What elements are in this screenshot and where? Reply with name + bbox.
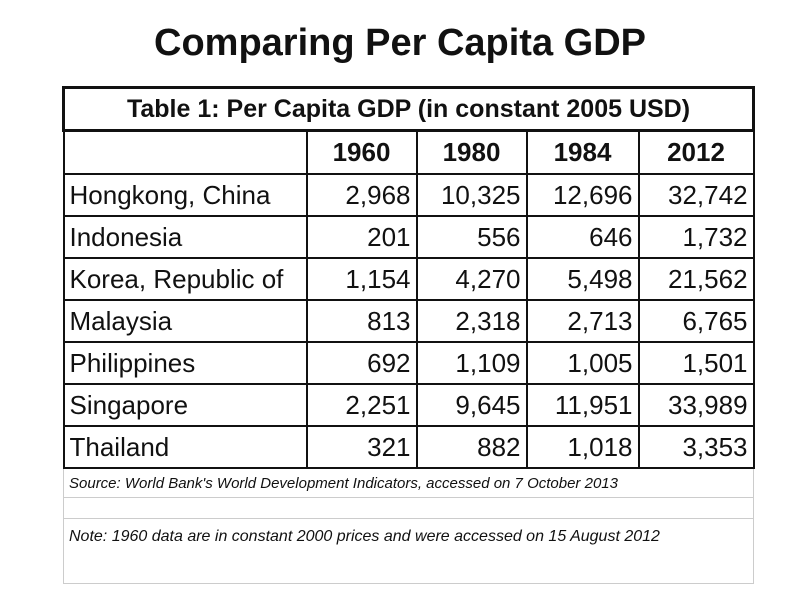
country-cell: Philippines <box>62 341 308 385</box>
table-caption: Table 1: Per Capita GDP (in constant 200… <box>61 86 756 132</box>
value-cell: 4,270 <box>415 257 528 301</box>
value-cell: 1,732 <box>637 215 755 259</box>
header-cell <box>62 129 308 175</box>
value-cell: 813 <box>305 299 418 343</box>
value-cell: 12,696 <box>525 173 640 217</box>
data-row: Hongkong, China 2,968 10,325 12,696 32,742 <box>62 173 755 217</box>
value-cell: 21,562 <box>637 257 755 301</box>
value-cell: 1,154 <box>305 257 418 301</box>
note-row: Note: 1960 data are in constant 2000 pri… <box>62 518 755 584</box>
header-cell: 2012 <box>637 129 755 175</box>
value-cell: 3,353 <box>637 425 755 469</box>
value-cell: 1,501 <box>637 341 755 385</box>
value-cell: 33,989 <box>637 383 755 427</box>
country-cell: Hongkong, China <box>62 173 308 217</box>
note-text: Note: 1960 data are in constant 2000 pri… <box>62 518 755 584</box>
value-cell: 1,109 <box>415 341 528 385</box>
value-cell: 6,765 <box>637 299 755 343</box>
value-cell: 201 <box>305 215 418 259</box>
value-cell: 10,325 <box>415 173 528 217</box>
country-cell: Indonesia <box>62 215 308 259</box>
data-row: Korea, Republic of 1,154 4,270 5,498 21,562 <box>62 257 755 301</box>
caption-row: Table 1: Per Capita GDP (in constant 200… <box>61 86 756 132</box>
value-cell: 32,742 <box>637 173 755 217</box>
country-cell: Korea, Republic of <box>62 257 308 301</box>
country-cell: Malaysia <box>62 299 308 343</box>
title: Comparing Per Capita GDP <box>154 22 646 64</box>
source-text: Source: World Bank's World Development I… <box>62 467 755 498</box>
country-cell: Thailand <box>62 425 308 469</box>
value-cell: 2,713 <box>525 299 640 343</box>
value-cell: 9,645 <box>415 383 528 427</box>
value-cell: 692 <box>305 341 418 385</box>
value-cell: 5,498 <box>525 257 640 301</box>
value-cell: 882 <box>415 425 528 469</box>
data-row: Philippines 692 1,109 1,005 1,501 <box>62 341 755 385</box>
country-cell: Singapore <box>62 383 308 427</box>
value-cell: 321 <box>305 425 418 469</box>
value-cell: 2,968 <box>305 173 418 217</box>
header-cell: 1984 <box>525 129 640 175</box>
header-row: 1960 1980 1984 2012 <box>62 129 755 175</box>
value-cell: 556 <box>415 215 528 259</box>
value-cell: 2,318 <box>415 299 528 343</box>
value-cell: 2,251 <box>305 383 418 427</box>
header-cell: 1960 <box>305 129 418 175</box>
spacer-row <box>62 497 755 519</box>
value-cell: 646 <box>525 215 640 259</box>
header-cell: 1980 <box>415 129 528 175</box>
value-cell: 1,018 <box>525 425 640 469</box>
data-row: Thailand 321 882 1,018 3,353 <box>62 425 755 469</box>
data-row: Singapore 2,251 9,645 11,951 33,989 <box>62 383 755 427</box>
value-cell: 1,005 <box>525 341 640 385</box>
data-row: Indonesia 201 556 646 1,732 <box>62 215 755 259</box>
source-row: Source: World Bank's World Development I… <box>62 467 755 498</box>
value-cell: 11,951 <box>525 383 640 427</box>
data-row: Malaysia 813 2,318 2,713 6,765 <box>62 299 755 343</box>
spacer <box>62 497 755 519</box>
gdp-table: Table 1: Per Capita GDP (in constant 200… <box>61 86 756 584</box>
